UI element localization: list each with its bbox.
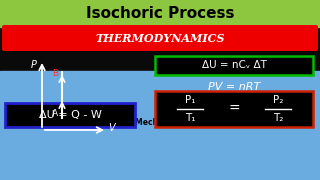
FancyBboxPatch shape: [2, 25, 318, 51]
Text: ΔU = nCᵥ ΔT: ΔU = nCᵥ ΔT: [202, 60, 267, 71]
Bar: [0, 0, 320, 27]
Text: A: A: [52, 109, 58, 118]
Text: B: B: [52, 69, 58, 78]
Text: T₂: T₂: [273, 113, 283, 123]
Text: P: P: [31, 60, 37, 70]
Text: P₂: P₂: [273, 95, 283, 105]
Text: T₁: T₁: [185, 113, 195, 123]
Text: V: V: [109, 123, 115, 133]
Text: Mechanical Magic Mechanical Learning Tutorials: Mechanical Magic Mechanical Learning Tut…: [55, 118, 265, 127]
Bar: [5, 103, 135, 127]
Bar: [0, 71, 320, 180]
Bar: [155, 56, 313, 75]
Bar: [155, 91, 313, 127]
Text: Isochoric Process: Isochoric Process: [86, 6, 234, 21]
Text: ΔU = Q - W: ΔU = Q - W: [39, 110, 101, 120]
Bar: [0, 50, 320, 160]
Text: THERMODYNAMICS: THERMODYNAMICS: [95, 33, 225, 44]
Text: P₁: P₁: [185, 95, 195, 105]
Text: =: =: [228, 102, 240, 116]
Text: PV = nRT: PV = nRT: [208, 82, 260, 92]
